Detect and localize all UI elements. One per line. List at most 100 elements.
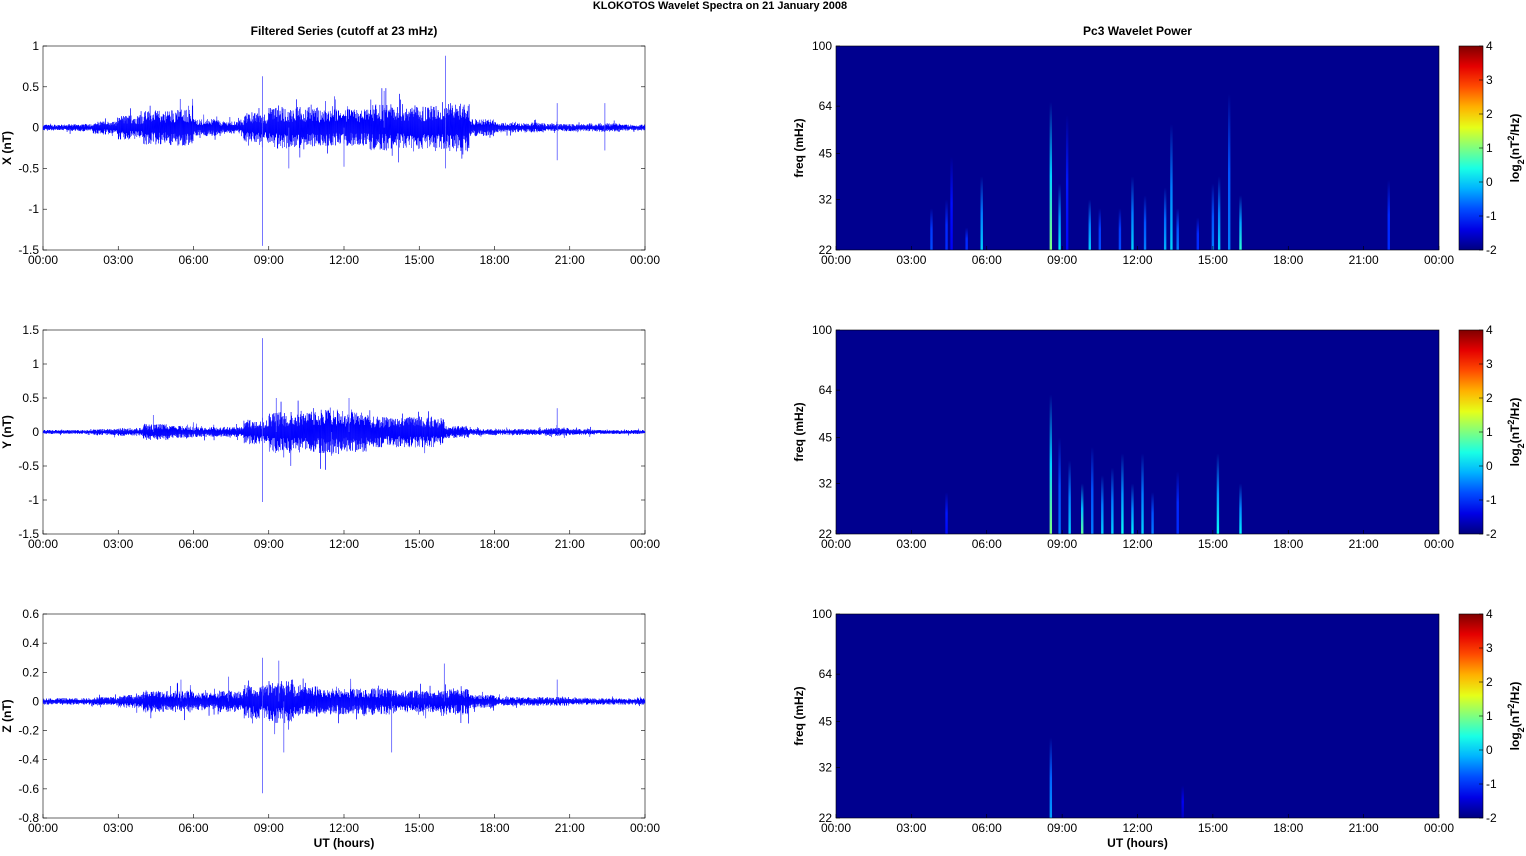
timeseries-xtick-label: 00:00 bbox=[28, 821, 58, 835]
colorbar-tick-label: -1 bbox=[1486, 493, 1497, 507]
timeseries-panel-2: 1.510.50-0.5-1-1.500:00 03:00 06:00 09:00 12… bbox=[0, 323, 660, 551]
ytick-label: 22 bbox=[819, 527, 833, 541]
colorbar-label-part: 2 bbox=[1506, 420, 1516, 425]
colorbar-label-part: 2 bbox=[1516, 443, 1526, 448]
colorbar-label-part: /Hz) bbox=[1508, 398, 1522, 420]
timeseries-xtick-label: 00:00 bbox=[630, 821, 660, 835]
power-burst bbox=[945, 199, 948, 250]
colorbar-tick-label: 2 bbox=[1486, 675, 1493, 689]
ytick-label: 1 bbox=[32, 39, 39, 53]
timeseries-xtick-label: 00:00 bbox=[28, 253, 58, 267]
colorbar-label: log2(nT2/Hz) bbox=[1506, 114, 1526, 183]
power-burst bbox=[1228, 94, 1231, 251]
ytick-label: 0 bbox=[32, 694, 39, 708]
power-burst bbox=[1239, 195, 1242, 250]
power-burst bbox=[1217, 176, 1221, 250]
ytick-label: 45 bbox=[819, 147, 833, 161]
timeseries-xtick-label: 15:00 bbox=[404, 253, 434, 267]
colorbar-label-part: 2 bbox=[1516, 727, 1526, 732]
power-burst bbox=[1049, 101, 1053, 251]
colorbar-tick-label: -2 bbox=[1486, 243, 1497, 257]
colorbar-tick-label: 3 bbox=[1486, 357, 1493, 371]
ytick-label: 32 bbox=[819, 761, 833, 775]
power-burst bbox=[965, 227, 968, 250]
ytick-label: 22 bbox=[819, 811, 833, 825]
timeseries-xtick-label: 18:00 bbox=[479, 537, 509, 551]
spectrogram-xtick-label: 12:00 bbox=[1122, 253, 1152, 267]
timeseries-xtick-label: 00:00 bbox=[630, 537, 660, 551]
spectrogram-background bbox=[836, 330, 1439, 534]
ytick-label: 0 bbox=[32, 425, 39, 439]
spectrogram-xtick-label: 00:00 bbox=[1424, 821, 1454, 835]
figure-title: KLOKOTOS Wavelet Spectra on 21 January 2… bbox=[593, 0, 847, 12]
ytick-label: 64 bbox=[819, 667, 833, 681]
colorbar-label-part: 2 bbox=[1516, 159, 1526, 164]
spectrogram-xtick-label: 21:00 bbox=[1349, 537, 1379, 551]
spectrogram-xtick-label: 03:00 bbox=[896, 821, 926, 835]
colorbar-tick-label: 4 bbox=[1486, 39, 1493, 53]
colorbar-tick-label: -2 bbox=[1486, 811, 1497, 825]
colorbar-tick-label: 4 bbox=[1486, 607, 1493, 621]
spectrogram-xtick-label: 12:00 bbox=[1122, 821, 1152, 835]
power-burst bbox=[1049, 394, 1053, 534]
timeseries-xtick-label: 12:00 bbox=[329, 821, 359, 835]
timeseries-panel-3: 0.60.40.20-0.2-0.4-0.6-0.800:00 03:00 06:0… bbox=[0, 607, 660, 850]
timeseries-xtick-label: 06:00 bbox=[178, 821, 208, 835]
ytick-label: 1.5 bbox=[22, 323, 39, 337]
ytick-label: 64 bbox=[819, 99, 833, 113]
timeseries-xtick-label: 15:00 bbox=[404, 537, 434, 551]
timeseries-xtick-label: 00:00 bbox=[28, 537, 58, 551]
timeseries-xtick-label: 21:00 bbox=[555, 537, 585, 551]
timeseries-xtick-label: 18:00 bbox=[479, 821, 509, 835]
power-burst bbox=[1068, 460, 1071, 534]
spectrogram-xtick-label: 15:00 bbox=[1198, 537, 1228, 551]
spectrogram-xtick-label: 18:00 bbox=[1273, 537, 1303, 551]
ytick-label: 32 bbox=[819, 193, 833, 207]
timeseries-xtick-label: 21:00 bbox=[555, 821, 585, 835]
ytick-label: -0.6 bbox=[18, 782, 39, 796]
ytick-label: -0.5 bbox=[18, 459, 39, 473]
colorbar-label-part: (nT bbox=[1508, 708, 1522, 727]
power-burst bbox=[930, 208, 933, 250]
spectrogram-xtick-label: 03:00 bbox=[896, 537, 926, 551]
power-burst bbox=[1118, 208, 1122, 250]
ytick-label: 0.2 bbox=[22, 665, 39, 679]
timeseries-xtick-label: 03:00 bbox=[103, 537, 133, 551]
colorbar-label-part: (nT bbox=[1508, 140, 1522, 159]
panel-title: Filtered Series (cutoff at 23 mHz) bbox=[251, 24, 438, 38]
colorbar-label-part: /Hz) bbox=[1508, 114, 1522, 136]
ytick-label: -0.8 bbox=[18, 811, 39, 825]
y-axis-label: freq (mHz) bbox=[792, 686, 806, 745]
colorbar-label-part: 2 bbox=[1506, 136, 1516, 141]
power-burst bbox=[1121, 453, 1124, 534]
colorbar-tick-label: 0 bbox=[1486, 175, 1493, 189]
colorbar-tick-label: 0 bbox=[1486, 459, 1493, 473]
spectrogram-xtick-label: 18:00 bbox=[1273, 821, 1303, 835]
spectrogram-xtick-label: 06:00 bbox=[972, 253, 1002, 267]
power-burst bbox=[1098, 208, 1102, 250]
power-burst bbox=[945, 492, 948, 534]
x-axis-label: UT (hours) bbox=[1107, 836, 1168, 850]
colorbar-tick-label: 1 bbox=[1486, 141, 1493, 155]
power-burst bbox=[1216, 453, 1220, 534]
spectrogram-xtick-label: 00:00 bbox=[821, 253, 851, 267]
power-burst bbox=[1131, 176, 1134, 250]
ytick-label: 64 bbox=[819, 383, 833, 397]
ytick-label: -1.5 bbox=[18, 243, 39, 257]
ytick-label: 45 bbox=[819, 431, 833, 445]
timeseries-panel-1: Filtered Series (cutoff at 23 mHz) 1 0.5 0 -… bbox=[0, 24, 660, 267]
colorbar-tick-label: 3 bbox=[1486, 641, 1493, 655]
power-burst bbox=[1176, 208, 1179, 250]
plot-area bbox=[42, 613, 646, 819]
ytick-label: 100 bbox=[812, 607, 832, 621]
spectrogram-xtick-label: 15:00 bbox=[1198, 821, 1228, 835]
colorbar-label-part: /Hz) bbox=[1508, 682, 1522, 704]
colorbar-label: log2(nT2/Hz) bbox=[1506, 682, 1526, 751]
power-burst bbox=[1211, 183, 1215, 250]
power-burst bbox=[1151, 492, 1154, 534]
power-burst bbox=[1111, 467, 1114, 534]
timeseries-xtick-label: 09:00 bbox=[254, 537, 284, 551]
colorbar-tick-label: 3 bbox=[1486, 73, 1493, 87]
